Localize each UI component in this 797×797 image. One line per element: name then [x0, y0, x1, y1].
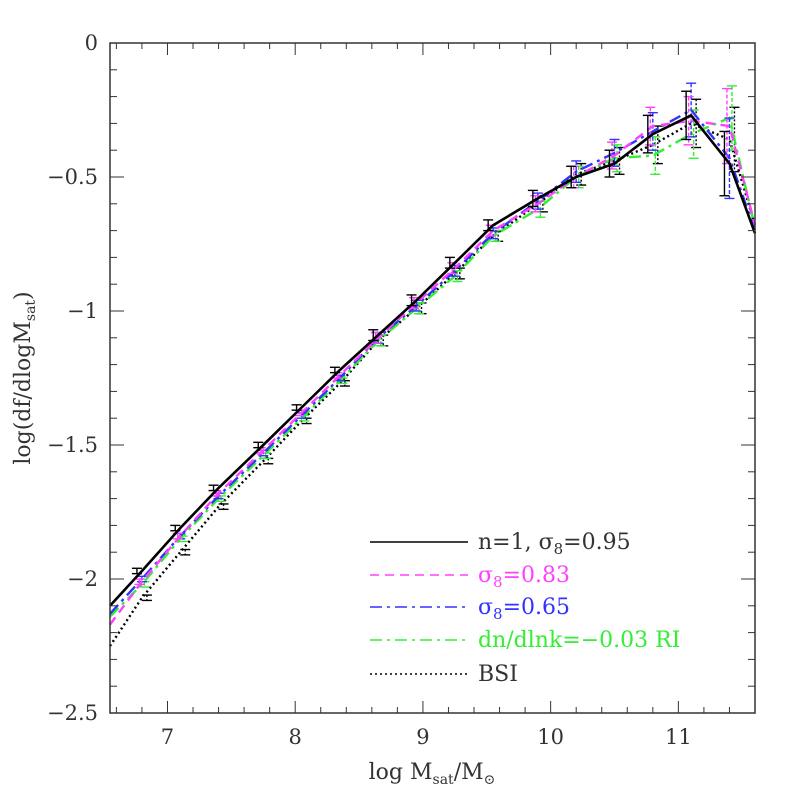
series-line: [109, 116, 757, 618]
x-tick-label: 8: [289, 725, 302, 749]
y-axis-title: log(df/dlogMsat): [11, 291, 39, 464]
legend-label: dn/dlnk=−0.03 RI: [478, 628, 680, 653]
legend-label: σ8=0.65: [478, 595, 570, 623]
legend-label: n=1, σ8=0.95: [478, 530, 631, 558]
legend: n=1, σ8=0.95 σ8=0.83 σ8=0.65 dn/dlnk=−0.03 …: [370, 530, 680, 687]
tick-labels: 7 8 9 10 11 0 −0.5 −1 −1.5 −2 −2.5: [47, 31, 692, 749]
x-tick-label: 10: [537, 725, 564, 749]
y-tick-label: −1: [67, 299, 98, 323]
y-tick-label: −2.5: [47, 701, 98, 725]
legend-label: σ8=0.83: [478, 563, 570, 591]
x-tick-label: 7: [161, 725, 174, 749]
series-2: [109, 82, 757, 615]
y-tick-label: −2: [67, 567, 98, 591]
series-line: [109, 113, 757, 607]
y-tick-label: 0: [85, 31, 98, 55]
series-1: [109, 87, 757, 626]
series-line: [109, 119, 757, 626]
plot-frame: [109, 42, 756, 714]
plot-content: [108, 82, 757, 647]
legend-label: BSI: [478, 662, 518, 687]
series-line: [109, 108, 757, 615]
x-tick-label: 9: [416, 725, 429, 749]
x-tick-label: 11: [665, 725, 692, 749]
series-0: [109, 90, 757, 607]
axis-ticks: [110, 42, 756, 714]
series-4: [108, 98, 757, 647]
y-tick-label: −0.5: [47, 165, 98, 189]
series-3: [109, 85, 757, 618]
y-tick-label: −1.5: [47, 433, 98, 457]
x-axis-title: log Msat/M⊙: [369, 760, 496, 788]
series-line: [108, 122, 757, 647]
